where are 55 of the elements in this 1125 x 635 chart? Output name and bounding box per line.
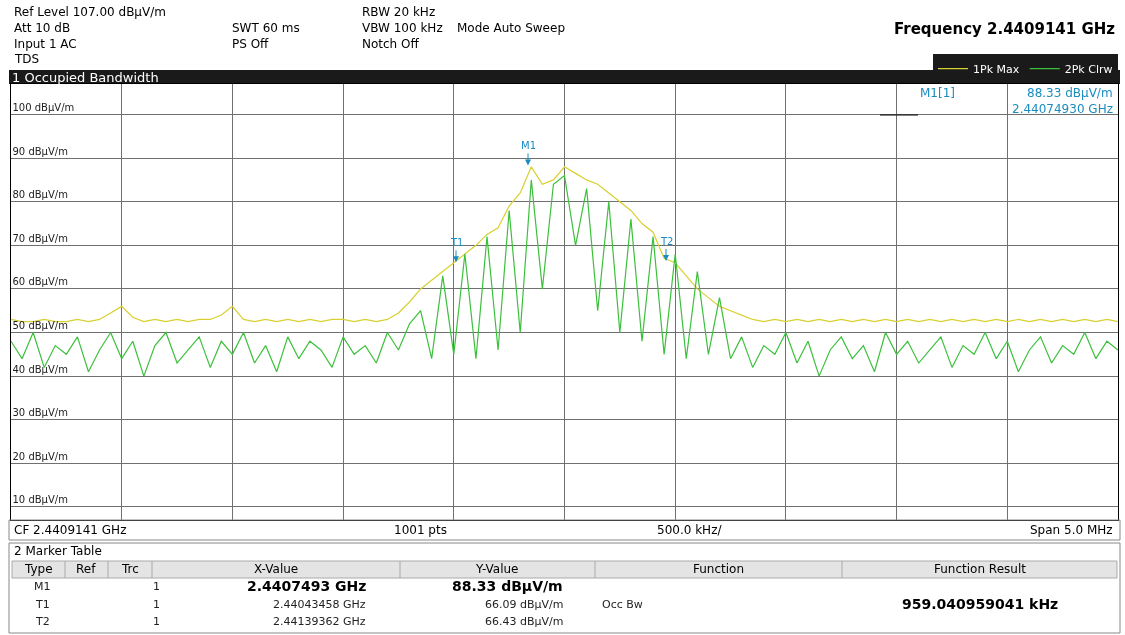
text: 1001 pts <box>394 523 447 537</box>
text: T2 <box>35 615 50 628</box>
text: Y-Value <box>475 562 519 576</box>
text: Input 1 AC <box>14 37 77 51</box>
text: 1 <box>153 598 160 611</box>
text: 88.33 dBµV/m <box>452 578 563 594</box>
y-tick-label: 30 dBµV/m <box>12 407 68 419</box>
text: Span 5.0 MHz <box>1030 523 1113 537</box>
text: 2.44139362 GHz <box>273 615 366 628</box>
text: 66.09 dBµV/m <box>485 598 564 611</box>
text: Type <box>24 562 53 576</box>
legend-label: 2Pk Clrw <box>1064 62 1113 76</box>
text: Function Result <box>934 562 1027 576</box>
text: Ref <box>76 562 97 576</box>
text: 2.4407493 GHz <box>247 578 367 594</box>
annotation: M1 <box>521 140 536 151</box>
y-tick-label: 100 dBµV/m <box>12 102 75 114</box>
annotation: M1[1] <box>920 86 955 100</box>
text: 1 <box>153 580 160 593</box>
text: X-Value <box>254 562 299 576</box>
text: Trc <box>121 562 139 576</box>
text: VBW 100 kHz <box>362 21 443 35</box>
text: 500.0 kHz/ <box>657 523 723 537</box>
y-tick-label: 70 dBµV/m <box>12 232 68 244</box>
text: RBW 20 kHz <box>362 5 436 19</box>
text: Notch Off <box>362 37 420 51</box>
y-tick-label: 10 dBµV/m <box>12 494 68 506</box>
text: Function <box>693 562 745 576</box>
text: Frequency 2.4409141 GHz <box>894 20 1116 38</box>
text: TDS <box>14 52 40 66</box>
text: 2 Marker Table <box>14 544 102 558</box>
y-tick-label: 20 dBµV/m <box>12 450 68 462</box>
text: CF 2.4409141 GHz <box>14 523 127 537</box>
text: 1 <box>153 615 160 628</box>
y-tick-label: 60 dBµV/m <box>12 276 68 288</box>
annotation: 2.44074930 GHz <box>1012 102 1113 116</box>
y-tick-label: 80 dBµV/m <box>12 189 68 201</box>
annotation: 88.33 dBµV/m <box>1027 86 1113 100</box>
text: 66.43 dBµV/m <box>485 615 564 628</box>
y-tick-label: 90 dBµV/m <box>12 145 68 157</box>
text: Occ Bw <box>602 598 643 611</box>
annotation: T2 <box>660 236 674 247</box>
text: Mode Auto Sweep <box>457 21 565 35</box>
chart-title: 1 Occupied Bandwidth <box>12 69 159 85</box>
text: M1 <box>34 580 51 593</box>
text: Att 10 dB <box>14 21 71 35</box>
y-tick-label: 50 dBµV/m <box>12 320 68 332</box>
text: T1 <box>35 598 50 611</box>
text: SWT 60 ms <box>232 21 300 35</box>
y-tick-label: 40 dBµV/m <box>12 363 68 375</box>
text: 959.040959041 kHz <box>902 596 1059 612</box>
text: Ref Level 107.00 dBµV/m <box>14 5 166 19</box>
legend-label: 1Pk Max <box>973 62 1020 76</box>
text: 2.44043458 GHz <box>273 598 366 611</box>
text: PS Off <box>232 37 270 51</box>
